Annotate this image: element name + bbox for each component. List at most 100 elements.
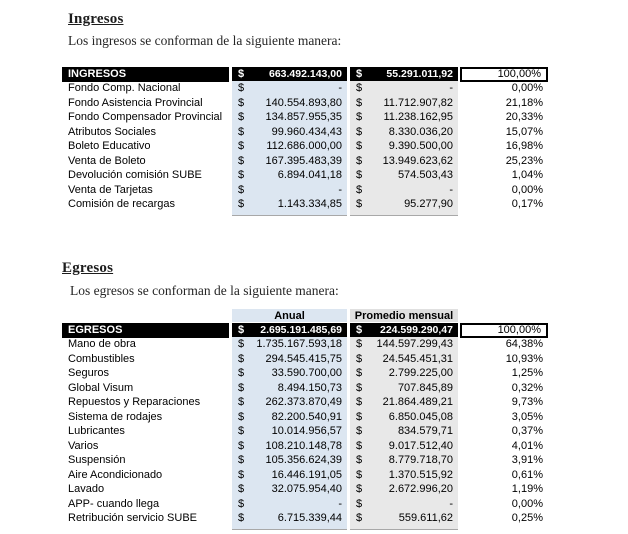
anual-value: 134.857.955,35	[265, 111, 342, 124]
currency-symbol: $	[356, 396, 363, 409]
row-mensual-cell: $1.370.515,92	[350, 467, 458, 482]
anual-value: 10.014.956,57	[271, 425, 342, 438]
row-label-cell: Devolución comisión SUBE	[68, 169, 202, 182]
anual-value: -	[338, 82, 342, 95]
currency-symbol: $	[238, 111, 245, 124]
egresos-total-anual-value: 2.695.191.485,69	[260, 324, 342, 337]
row-anual-cell: $294.545.415,75	[232, 351, 347, 366]
anual-value: 140.554.893,80	[265, 96, 342, 109]
row-mensual-cell: $13.949.623,62	[350, 153, 458, 168]
row-mensual-cell: $21.864.489,21	[350, 395, 458, 410]
edge-cell	[62, 526, 229, 530]
mensual-value: 11.712.907,82	[383, 96, 453, 109]
row-mensual-cell: $707.845,89	[350, 380, 458, 395]
table-row: Varios $108.210.148,78 $9.017.512,40 4,01%	[62, 438, 548, 453]
row-mensual-cell: $6.850.045,08	[350, 409, 458, 424]
table-bottom-edge	[62, 525, 548, 530]
edge-cell	[350, 211, 458, 216]
edge-cell	[232, 211, 347, 216]
currency-symbol: $	[356, 82, 363, 95]
row-pct-cell: 64,38%	[505, 338, 543, 351]
mensual-value: 834.579,71	[397, 425, 453, 438]
anual-value: 112.686.000,00	[266, 140, 342, 153]
row-label-cell: Fondo Asistencia Provincial	[68, 96, 203, 109]
row-pct-cell: 15,07%	[505, 125, 543, 138]
row-mensual-cell: $8.330.036,20	[350, 124, 458, 139]
row-mensual-cell: $ -	[350, 81, 458, 96]
anual-value: -	[338, 183, 342, 196]
mensual-value: 559.611,62	[398, 512, 453, 525]
mensual-value: 9.390.500,00	[388, 140, 453, 153]
ingresos-total-anual-value: 663.492.143,00	[269, 68, 342, 81]
row-pct-cell: 0,00%	[511, 82, 543, 95]
anual-value: 262.373.870,49	[265, 396, 342, 409]
ingresos-total-mensual-cell: $ 55.291.011,92	[350, 67, 458, 82]
mensual-value: 144.597.299,43	[376, 338, 453, 351]
row-pct-cell: 3,05%	[511, 410, 543, 423]
mensual-value: -	[449, 82, 453, 95]
table-row: APP- cuando llega $ - $ -0,00%	[62, 496, 548, 511]
currency-symbol: $	[356, 425, 363, 438]
row-pct-cell: 25,23%	[505, 154, 543, 167]
table-row: Combustibles $294.545.415,75 $24.545.451,3…	[62, 351, 548, 366]
currency-symbol: $	[356, 367, 363, 380]
row-mensual-cell: $95.277,90	[350, 197, 458, 212]
edge-cell	[350, 525, 458, 530]
currency-symbol: $	[238, 82, 245, 95]
currency-symbol: $	[356, 140, 363, 153]
anual-value: 8.494.150,73	[277, 381, 342, 394]
table-row: Retribución servicio SUBE $6.715.339,44 $5…	[62, 511, 548, 526]
currency-symbol: $	[238, 324, 245, 337]
currency-symbol: $	[356, 381, 363, 394]
mensual-value: 1.370.515,92	[388, 468, 453, 481]
mensual-value: 11.238.162,95	[383, 111, 453, 124]
row-pct-cell: 0,32%	[511, 381, 543, 394]
row-anual-cell: $16.446.191,05	[232, 467, 347, 482]
row-pct-cell: 0,25%	[511, 512, 543, 525]
currency-symbol: $	[238, 439, 245, 452]
currency-symbol: $	[238, 396, 245, 409]
row-mensual-cell: $144.597.299,43	[350, 337, 458, 352]
row-mensual-cell: $24.545.451,31	[350, 351, 458, 366]
row-pct-cell: 0,37%	[511, 425, 543, 438]
row-label-cell: Venta de Boleto	[68, 154, 146, 167]
anual-value: 32.075.954,40	[271, 483, 342, 496]
currency-symbol: $	[356, 439, 363, 452]
currency-symbol: $	[356, 125, 363, 138]
currency-symbol: $	[238, 198, 245, 211]
egresos-total-row: EGRESOS $ 2.695.191.485,69 $ 224.599.290…	[62, 322, 548, 338]
row-anual-cell: $10.014.956,57	[232, 424, 347, 439]
currency-symbol: $	[238, 183, 245, 196]
egresos-total-mensual-cell: $ 224.599.290,47	[350, 323, 458, 338]
mensual-value: 9.017.512,40	[388, 439, 453, 452]
currency-symbol: $	[356, 512, 363, 525]
row-anual-cell: $99.960.434,43	[232, 124, 347, 139]
currency-symbol: $	[356, 169, 363, 182]
anual-value: -	[338, 497, 342, 510]
row-mensual-cell: $11.712.907,82	[350, 95, 458, 110]
row-label-cell: Venta de Tarjetas	[68, 183, 153, 196]
currency-symbol: $	[238, 169, 245, 182]
edge-cell	[232, 525, 347, 530]
table-row: Fondo Asistencia Provincial $140.554.893,…	[62, 95, 548, 110]
anual-value: 33.590.700,00	[271, 367, 342, 380]
row-label-cell: Fondo Comp. Nacional	[68, 82, 181, 95]
table-bottom-edge	[62, 211, 548, 216]
table-row: Venta de Boleto $167.395.483,39 $13.949.62…	[62, 153, 548, 168]
table-row: Aire Acondicionado $16.446.191,05 $1.370.5…	[62, 467, 548, 482]
row-pct-cell: 0,17%	[511, 198, 543, 211]
currency-symbol: $	[356, 454, 363, 467]
row-anual-cell: $112.686.000,00	[232, 139, 347, 154]
row-label-cell: Atributos Sociales	[68, 125, 157, 138]
table-row: Fondo Comp. Nacional $ - $ -0,00%	[62, 81, 548, 96]
row-anual-cell: $167.395.483,39	[232, 153, 347, 168]
currency-symbol: $	[356, 96, 363, 109]
currency-symbol: $	[238, 454, 245, 467]
row-anual-cell: $1.735.167.593,18	[232, 337, 347, 352]
currency-symbol: $	[356, 68, 363, 81]
mensual-value: 95.277,90	[404, 198, 453, 211]
currency-symbol: $	[356, 483, 363, 496]
row-pct-cell: 21,18%	[505, 96, 543, 109]
row-pct-cell: 9,73%	[511, 396, 543, 409]
mensual-value: 2.799.225,00	[388, 367, 453, 380]
